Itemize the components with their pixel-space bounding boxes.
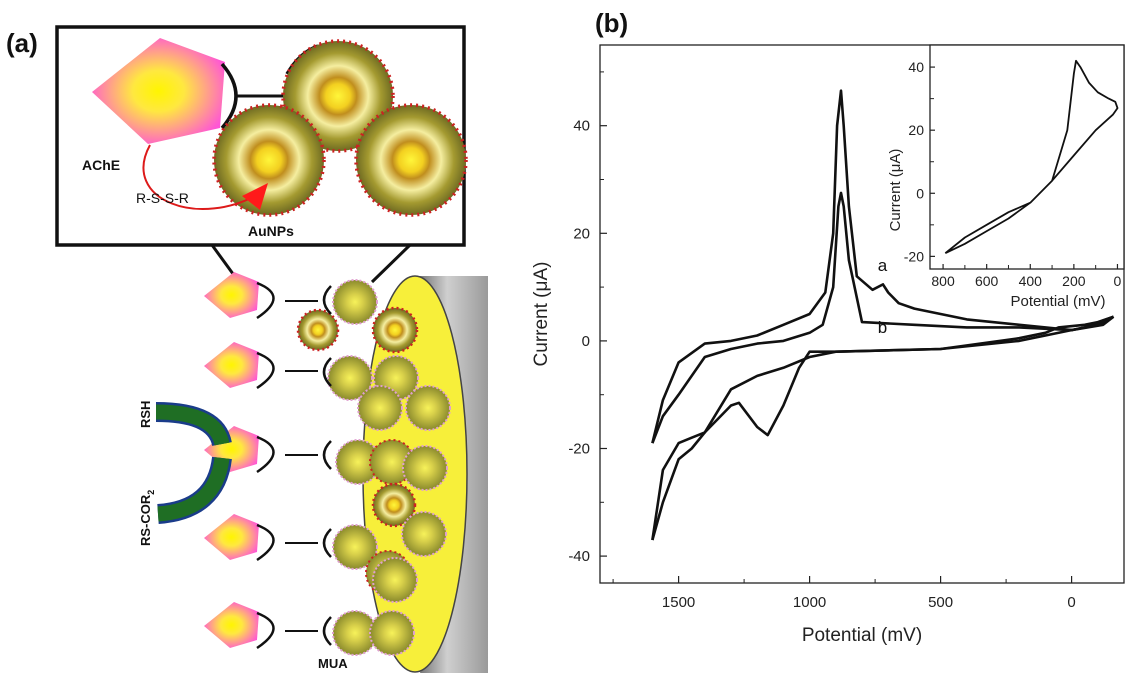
enzyme-row-4 <box>204 514 332 562</box>
series-a-reverse-scan <box>651 89 1115 444</box>
binding-arc <box>322 285 332 315</box>
series-b-reverse-scan <box>651 191 1115 444</box>
binding-arc <box>322 616 332 646</box>
y-tick-label: 0 <box>582 333 590 350</box>
inset-x-axis-title: Potential (mV) <box>1010 293 1105 310</box>
binding-arc <box>256 611 275 650</box>
main-series <box>651 89 1115 541</box>
nanoparticle <box>402 445 448 491</box>
binding-arc <box>322 528 332 558</box>
curve-label-a: a <box>878 256 888 275</box>
nanoparticle <box>401 511 447 557</box>
panel-b-label: (b) <box>595 8 628 38</box>
binding-arc <box>322 357 332 387</box>
x-tick-label: 800 <box>931 273 955 289</box>
binding-arc <box>256 351 275 390</box>
ache-enzyme <box>204 272 259 318</box>
x-tick-label: 0 <box>1114 273 1122 289</box>
ache-enzyme <box>204 342 259 388</box>
x-tick-label: 400 <box>1019 273 1043 289</box>
inset-y-axis-title: Current (μA) <box>887 149 904 232</box>
zoom-callout: AChE R-S-S-R AuNPs <box>55 25 468 301</box>
rsh-label: RSH <box>138 401 153 428</box>
ache-enzyme <box>204 514 259 560</box>
curve-label-b: b <box>878 318 887 337</box>
nanoparticle <box>405 385 451 431</box>
y-axis-title: Current (μA) <box>531 262 552 367</box>
y-tick-label: -20 <box>904 248 924 264</box>
series-b-forward-scan <box>651 315 1114 541</box>
y-tick-label: -40 <box>568 548 590 565</box>
molecular-assembly: RSH RS-COR2 MUA <box>138 272 451 671</box>
rsh-channel <box>155 404 230 447</box>
binding-arc <box>256 523 275 562</box>
nanoparticle-ringed <box>296 308 340 352</box>
electrode-ring <box>420 276 488 673</box>
x-tick-label: 0 <box>1067 594 1075 611</box>
binding-arc <box>322 440 332 470</box>
gold-nanoparticle-left <box>212 103 326 217</box>
panel-a-label: (a) <box>6 28 38 58</box>
x-tick-label: 600 <box>975 273 999 289</box>
nanoparticle <box>332 524 378 570</box>
nanoparticle <box>372 557 418 603</box>
gold-nanoparticle-right <box>354 103 468 217</box>
ache-enzyme-large <box>92 38 225 144</box>
enzyme-binding-arc <box>220 62 238 130</box>
mua-label: MUA <box>318 656 348 671</box>
callout-pointer-right <box>370 243 412 284</box>
main-axes: 1500 1000 500 0 40 20 0 -20 -40 <box>568 71 1076 611</box>
red-arrowhead <box>242 183 268 210</box>
rscor-label: RS-COR2 <box>138 490 156 546</box>
nanoparticle-ringed <box>371 482 417 528</box>
enzyme-row-2 <box>204 342 332 390</box>
enzyme-row-1 <box>204 272 332 320</box>
x-tick-label: 500 <box>928 594 953 611</box>
rscor-label-main: RS-COR <box>138 494 153 546</box>
main-plot-frame <box>599 44 1125 584</box>
x-tick-label: 1000 <box>793 594 826 611</box>
ache-label: AChE <box>82 157 120 173</box>
series-0-line <box>944 59 1119 255</box>
nanoparticle <box>327 355 373 401</box>
gold-nanoparticle-top <box>281 39 395 153</box>
y-tick-label: 20 <box>908 122 924 138</box>
aunps-label: AuNPs <box>248 223 294 239</box>
nanoparticle <box>369 610 415 656</box>
x-tick-label: 1500 <box>662 594 695 611</box>
y-tick-label: -20 <box>568 441 590 458</box>
inset-plot-frame <box>929 44 1125 270</box>
x-axis-title: Potential (mV) <box>802 625 922 646</box>
inset-series <box>944 59 1119 255</box>
y-tick-label: 40 <box>573 118 590 135</box>
rscor-channel <box>157 456 230 522</box>
nanoparticle <box>332 279 378 325</box>
rssr-label: R-S-S-R <box>136 190 189 206</box>
enzyme-row-5 <box>204 602 332 650</box>
red-arrow <box>142 144 266 210</box>
x-tick-label: 200 <box>1062 273 1086 289</box>
ache-enzyme <box>204 602 259 648</box>
y-tick-label: 0 <box>916 185 924 201</box>
rscor-label-subscript: 2 <box>146 490 156 495</box>
binding-arc <box>256 281 275 320</box>
y-tick-label: 40 <box>908 59 924 75</box>
y-tick-label: 20 <box>573 225 590 242</box>
binding-arc <box>256 435 275 474</box>
nanoparticle-ringed <box>371 306 419 354</box>
nanoparticle <box>357 385 403 431</box>
